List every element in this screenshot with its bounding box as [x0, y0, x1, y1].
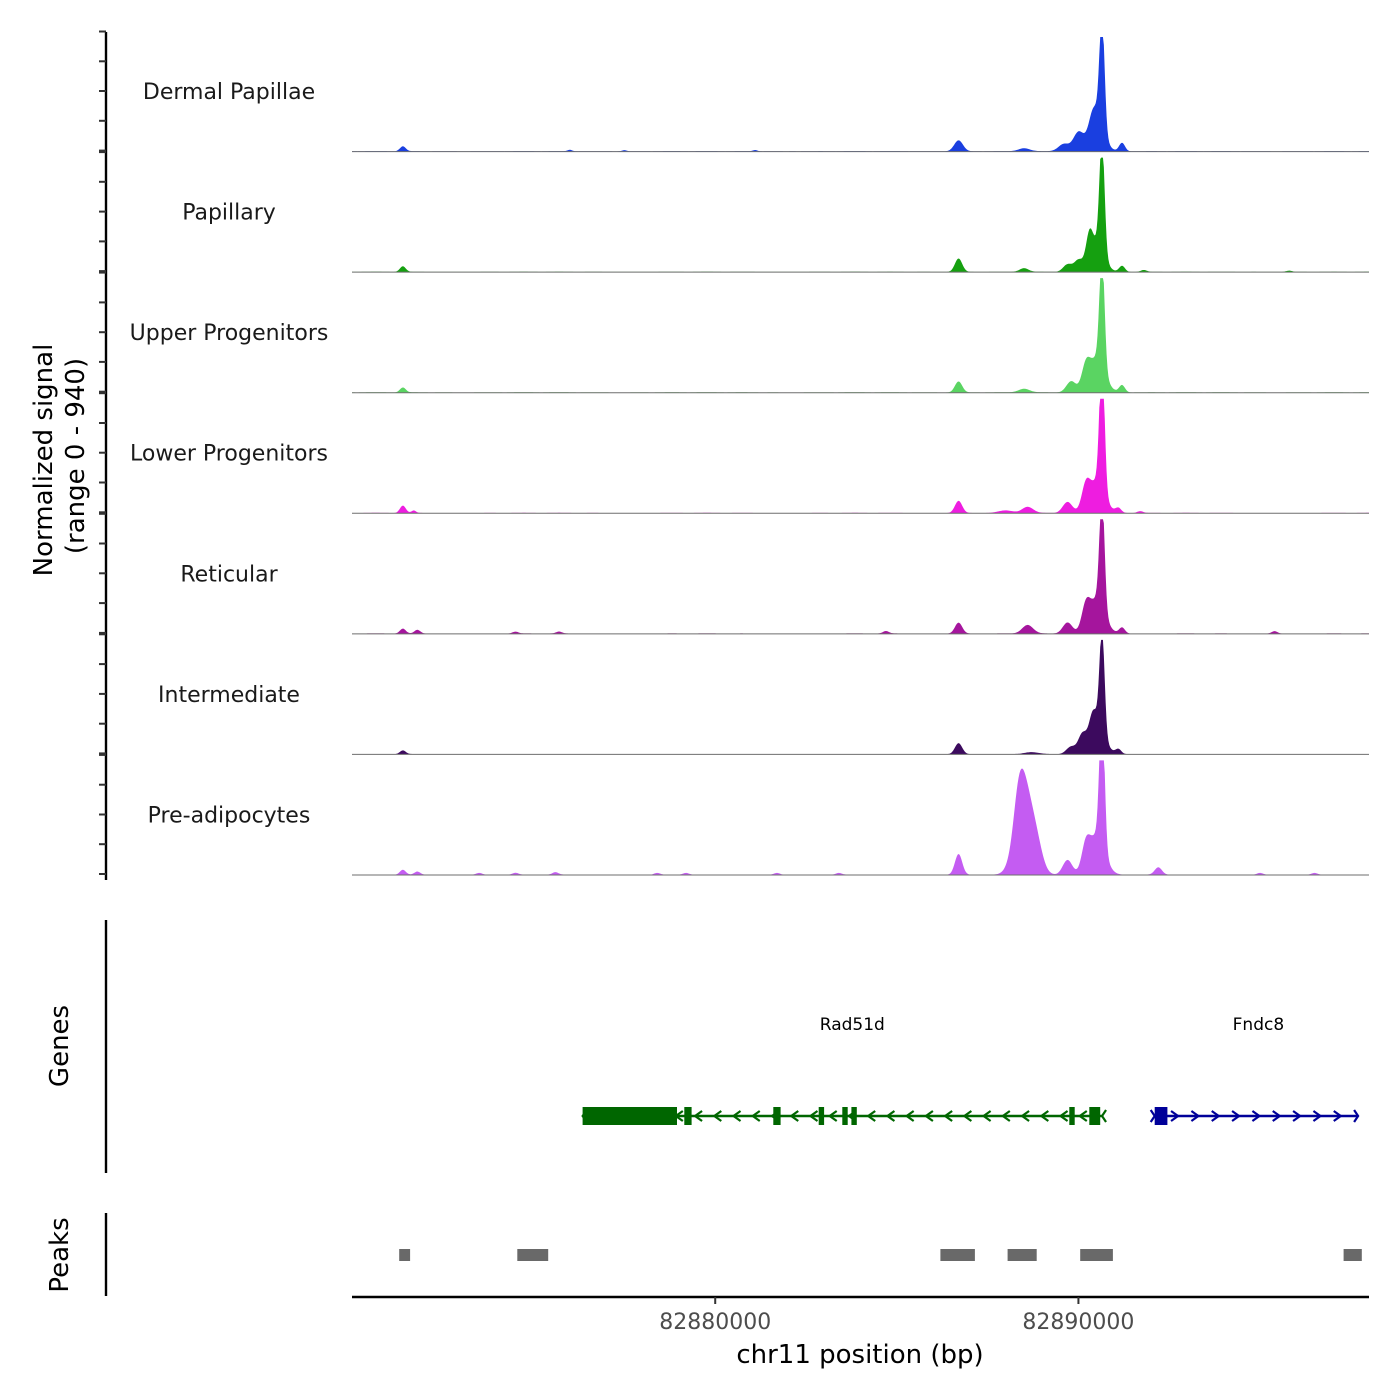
strand-arrow — [1292, 1110, 1302, 1122]
coverage-area-papillary — [352, 157, 1369, 273]
coverage-area-reticular — [352, 519, 1369, 634]
track-label-lower-progenitors: Lower Progenitors — [130, 442, 328, 467]
gene-rad51d: Rad51d — [581, 1015, 1107, 1125]
peak-region — [1007, 1249, 1037, 1261]
strand-arrow — [808, 1110, 819, 1122]
gene-exon — [684, 1107, 692, 1125]
track-upper-progenitors: Upper Progenitors — [130, 278, 1369, 394]
track-label-papillary: Papillary — [182, 201, 276, 226]
coverage-area-intermediate — [352, 639, 1369, 755]
coverage-y-ticks — [99, 30, 106, 875]
gene-end-cap — [1353, 1109, 1360, 1123]
gene-exon — [773, 1107, 781, 1125]
strand-arrow — [731, 1110, 742, 1122]
gene-label-rad51d: Rad51d — [820, 1015, 885, 1035]
strand-arrow — [693, 1110, 703, 1122]
strand-arrow — [943, 1110, 953, 1122]
coverage-y-label-line2: (range 0 - 940) — [61, 358, 91, 554]
strand-arrow — [962, 1110, 973, 1122]
genes-panel: Genes Rad51d Fndc8 — [45, 920, 1360, 1173]
gene-exon — [1154, 1107, 1168, 1125]
gene-label-fndc8: Fndc8 — [1233, 1015, 1285, 1035]
strand-arrow — [1333, 1110, 1343, 1122]
x-axis: 82880000 82890000 chr11 position (bp) — [352, 1295, 1369, 1370]
track-label-intermediate: Intermediate — [158, 683, 300, 708]
coverage-tracks: Dermal Papillae Papillary Upper Progenitor… — [130, 37, 1369, 876]
peaks-panel: Peaks — [45, 1213, 1362, 1296]
x-tick-label: 82890000 — [1022, 1310, 1134, 1335]
genes-y-label: Genes — [45, 1005, 75, 1087]
strand-arrow — [1020, 1110, 1030, 1122]
strand-arrow — [924, 1110, 934, 1122]
gene-exon — [818, 1107, 825, 1125]
strand-arrow — [1312, 1110, 1323, 1122]
track-pre-adipocytes: Pre-adipocytes — [148, 760, 1369, 876]
gene-exon — [1069, 1107, 1075, 1125]
strand-arrow — [1039, 1110, 1049, 1122]
strand-arrow — [1211, 1110, 1221, 1122]
gene-models: Rad51d Fndc8 — [581, 1015, 1360, 1125]
strand-arrow — [904, 1110, 915, 1122]
track-intermediate: Intermediate — [158, 639, 1369, 755]
coverage-area-dermal-papillae — [352, 37, 1369, 152]
gene-exon — [851, 1107, 857, 1125]
strand-arrow — [1077, 1110, 1088, 1122]
gene-end-cap — [1100, 1109, 1107, 1123]
coverage-panel: Dermal Papillae Papillary Upper Progenitor… — [29, 30, 1369, 880]
track-papillary: Papillary — [182, 157, 1369, 273]
strand-arrow — [827, 1110, 838, 1122]
coverage-area-upper-progenitors — [352, 278, 1369, 393]
strand-arrow — [885, 1110, 896, 1122]
strand-arrow — [1058, 1110, 1069, 1122]
track-dermal-papillae: Dermal Papillae — [143, 37, 1369, 153]
coverage-area-pre-adipocytes — [352, 760, 1369, 875]
strand-arrow — [981, 1110, 992, 1122]
peak-region — [399, 1249, 411, 1261]
strand-arrow — [1190, 1110, 1201, 1122]
x-axis-label: chr11 position (bp) — [736, 1340, 983, 1370]
peak-region — [517, 1249, 549, 1261]
track-label-dermal-papillae: Dermal Papillae — [143, 80, 315, 105]
strand-arrow — [1170, 1110, 1180, 1122]
strand-arrow — [1251, 1110, 1262, 1122]
peak-region — [1080, 1249, 1113, 1261]
track-label-upper-progenitors: Upper Progenitors — [130, 321, 329, 346]
gene-exon — [1089, 1107, 1101, 1125]
peak-region — [940, 1249, 975, 1261]
gene-exon — [582, 1107, 677, 1125]
gene-exon — [842, 1107, 848, 1125]
peaks-y-label: Peaks — [45, 1217, 75, 1292]
coverage-y-label-line1: Normalized signal — [29, 344, 59, 577]
track-lower-progenitors: Lower Progenitors — [130, 398, 1369, 514]
strand-arrow — [750, 1110, 761, 1122]
coverage-area-lower-progenitors — [352, 398, 1369, 514]
strand-arrow — [866, 1110, 876, 1122]
peak-regions — [399, 1249, 1362, 1261]
x-ticks: 82880000 82890000 — [659, 1297, 1134, 1335]
track-label-reticular: Reticular — [180, 562, 278, 587]
strand-arrow — [1231, 1110, 1241, 1122]
gene-fndc8: Fndc8 — [1149, 1015, 1360, 1125]
strand-arrow — [1272, 1110, 1282, 1122]
gene-end-cap — [1149, 1109, 1157, 1123]
x-tick-label: 82880000 — [659, 1310, 771, 1335]
strand-arrow — [1000, 1110, 1011, 1122]
strand-arrow — [712, 1110, 722, 1122]
peak-region — [1343, 1249, 1362, 1261]
track-label-pre-adipocytes: Pre-adipocytes — [148, 803, 311, 828]
strand-arrow — [789, 1110, 799, 1122]
track-reticular: Reticular — [180, 519, 1369, 635]
